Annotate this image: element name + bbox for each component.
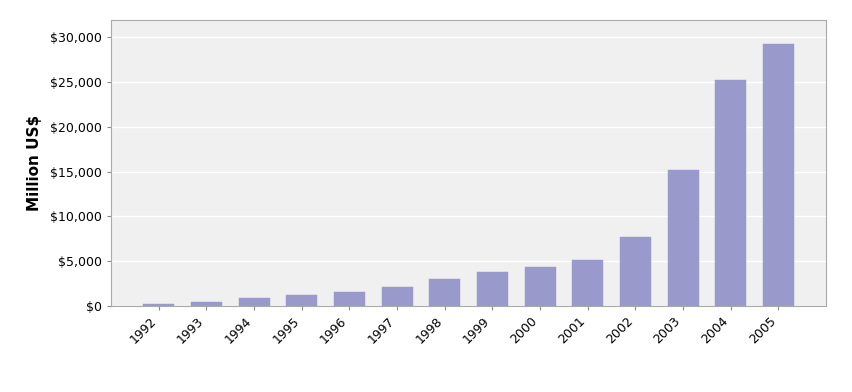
Bar [143, 304, 175, 306]
Bar [286, 295, 317, 306]
Bar [429, 279, 460, 306]
Bar [620, 237, 651, 306]
Bar [525, 267, 556, 306]
Bar [382, 287, 412, 306]
Bar [716, 80, 746, 306]
Bar [477, 272, 508, 306]
Bar [239, 298, 269, 306]
Bar [763, 44, 794, 306]
Bar [668, 170, 699, 306]
Y-axis label: Million US$: Million US$ [26, 114, 42, 211]
Bar [191, 302, 222, 306]
Bar [573, 260, 603, 306]
Bar [334, 292, 365, 306]
